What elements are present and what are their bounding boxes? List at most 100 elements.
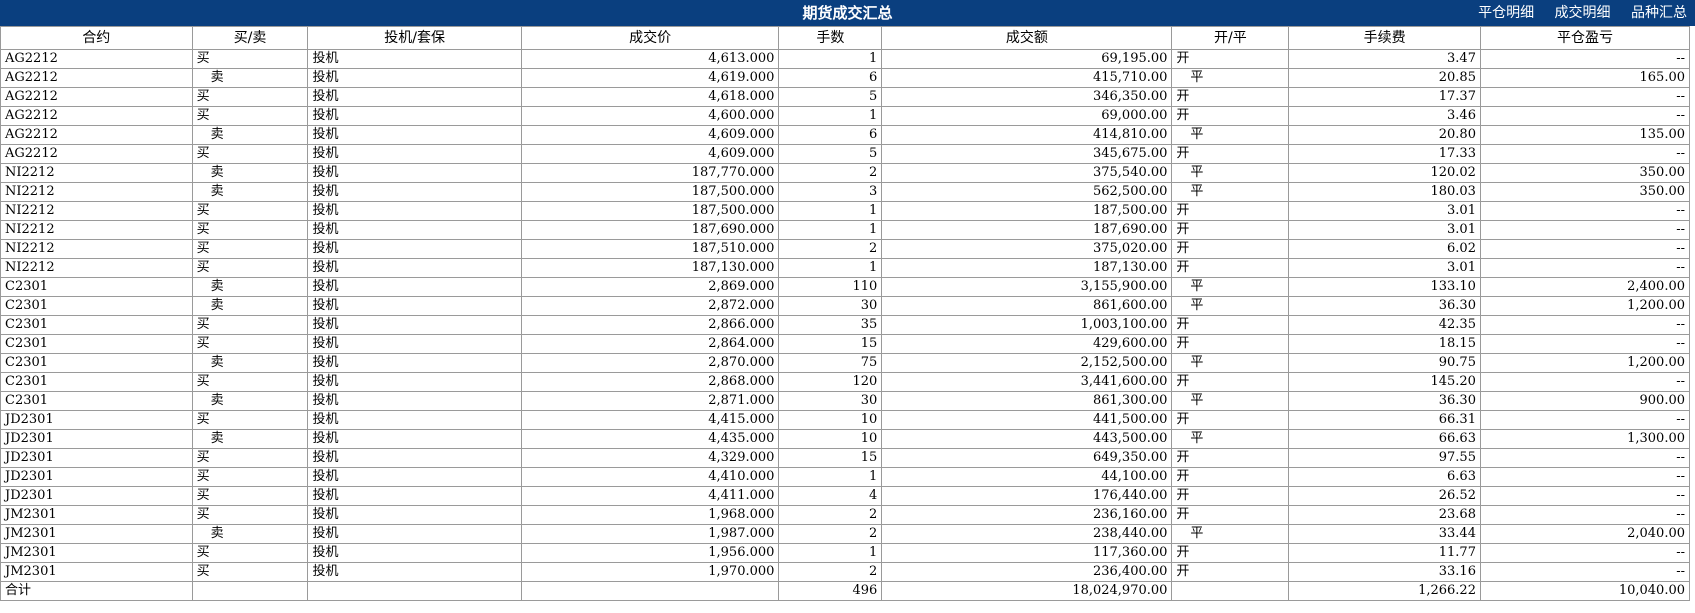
lots-cell: 15 <box>778 448 883 468</box>
open-close-cell: 平 <box>1171 125 1290 145</box>
open-close-cell: 平 <box>1171 391 1290 411</box>
table-row[interactable]: C2301 卖投机 2,872.000 30 861,600.00 平 36.30 1,200… <box>0 296 1691 316</box>
close-pnl-cell: -- <box>1479 372 1691 392</box>
table-row[interactable]: C2301 买投机 2,868.000 120 3,441,600.00 开 145.20-… <box>0 372 1691 392</box>
table-row[interactable]: NI2212 买投机 187,690.000 1 187,690.00 开 3.01 -- <box>0 220 1691 240</box>
amount-cell: 414,810.00 <box>881 125 1173 145</box>
table-row[interactable]: AG2212 买投机 4,600.000 1 69,000.00 开 3.46 -- <box>0 106 1691 126</box>
open-close-cell: 平 <box>1171 296 1290 316</box>
price-cell: 4,435.000 <box>520 429 780 449</box>
hedge-cell: 投机 <box>307 429 522 449</box>
price-cell: 4,600.000 <box>520 106 780 126</box>
close-pnl-cell: -- <box>1479 87 1691 107</box>
col-header-hedge[interactable]: 投机/套保 <box>307 26 522 50</box>
col-header-price[interactable]: 成交价 <box>520 26 780 50</box>
table-row[interactable]: NI2212 卖投机 187,500.000 3 562,500.00 平 180.03 35… <box>0 182 1691 202</box>
hedge-cell: 投机 <box>307 258 522 278</box>
contract-cell: C2301 <box>0 391 193 411</box>
table-row[interactable]: C2301 买投机 2,864.000 15 429,600.00 开 18.15 -- <box>0 334 1691 354</box>
amount-cell: 346,350.00 <box>881 87 1173 107</box>
contract-cell: JM2301 <box>0 524 193 544</box>
col-header-lots[interactable]: 手数 <box>778 26 883 50</box>
price-cell: 4,415.000 <box>520 410 780 430</box>
close-pnl-cell: 1,200.00 <box>1479 296 1691 316</box>
table-row[interactable]: AG2212 买投机 4,613.000 1 69,195.00 开 3.47 -- <box>0 49 1691 69</box>
open-close-cell: 开 <box>1171 505 1290 525</box>
price-cell: 187,500.000 <box>520 201 780 221</box>
table-row[interactable]: JD2301 卖投机 4,435.000 10 443,500.00 平 66.63 1,30… <box>0 429 1691 449</box>
contract-cell: C2301 <box>0 353 193 373</box>
price-cell: 4,618.000 <box>520 87 780 107</box>
close-pnl-cell: -- <box>1479 410 1691 430</box>
amount-cell: 861,300.00 <box>881 391 1173 411</box>
lots-cell: 1 <box>778 467 883 487</box>
fee-cell: 66.63 <box>1288 429 1481 449</box>
col-header-fee[interactable]: 手续费 <box>1288 26 1481 50</box>
trade-detail-link[interactable]: 成交明细 <box>1554 5 1611 21</box>
lots-cell: 1 <box>778 220 883 240</box>
totals-label: 合计 <box>0 581 193 601</box>
open-close-cell: 开 <box>1171 315 1290 335</box>
table-body: AG2212 买投机 4,613.000 1 69,195.00 开 3.47 -- AG221… <box>0 49 1691 582</box>
amount-cell: 69,000.00 <box>881 106 1173 126</box>
table-row[interactable]: JD2301 买投机 4,410.000 1 44,100.00 开 6.63 -- <box>0 467 1691 487</box>
lots-cell: 6 <box>778 125 883 145</box>
hedge-cell: 投机 <box>307 543 522 563</box>
contract-cell: NI2212 <box>0 258 193 278</box>
totals-empty-cell <box>1171 581 1290 601</box>
table-row[interactable]: AG2212 买投机 4,609.000 5 345,675.00 开 17.33 -- <box>0 144 1691 164</box>
table-row[interactable]: AG2212 卖投机 4,609.000 6 414,810.00 平 20.80 135.0… <box>0 125 1691 145</box>
table-row[interactable]: JD2301 买投机 4,329.000 15 649,350.00 开 97.55 -- <box>0 448 1691 468</box>
side-cell: 卖 <box>191 524 309 544</box>
col-header-close-pnl[interactable]: 平仓盈亏 <box>1479 26 1691 50</box>
table-row[interactable]: C2301 买投机 2,866.000 35 1,003,100.00 开 42.35 -- <box>0 315 1691 335</box>
price-cell: 187,690.000 <box>520 220 780 240</box>
open-close-cell: 平 <box>1171 524 1290 544</box>
table-row[interactable]: NI2212 卖投机 187,770.000 2 375,540.00 平 120.02 35… <box>0 163 1691 183</box>
table-row[interactable]: AG2212 买投机 4,618.000 5 346,350.00 开 17.37 -- <box>0 87 1691 107</box>
col-header-amount[interactable]: 成交额 <box>881 26 1173 50</box>
table-row[interactable]: NI2212 买投机 187,500.000 1 187,500.00 开 3.01 -- <box>0 201 1691 221</box>
close-pnl-cell: -- <box>1479 239 1691 259</box>
lots-cell: 2 <box>778 562 883 582</box>
table-row[interactable]: JM2301 买投机 1,968.000 2 236,160.00 开 23.68 -- <box>0 505 1691 525</box>
table-row[interactable]: JD2301 买投机 4,411.000 4 176,440.00 开 26.52 -- <box>0 486 1691 506</box>
table-row[interactable]: NI2212 买投机 187,130.000 1 187,130.00 开 3.01 -- <box>0 258 1691 278</box>
close-pnl-cell: 2,040.00 <box>1479 524 1691 544</box>
table-row[interactable]: JM2301 买投机 1,970.000 2 236,400.00 开 33.16 -- <box>0 562 1691 582</box>
side-cell: 卖 <box>191 182 309 202</box>
lots-cell: 5 <box>778 144 883 164</box>
hedge-cell: 投机 <box>307 505 522 525</box>
amount-cell: 187,500.00 <box>881 201 1173 221</box>
close-detail-link[interactable]: 平仓明细 <box>1478 5 1535 21</box>
table-row[interactable]: JD2301 买投机 4,415.000 10 441,500.00 开 66.31 -- <box>0 410 1691 430</box>
open-close-cell: 开 <box>1171 87 1290 107</box>
product-summary-link[interactable]: 品种汇总 <box>1631 5 1687 21</box>
open-close-cell: 平 <box>1171 429 1290 449</box>
contract-cell: AG2212 <box>0 87 193 107</box>
close-pnl-cell: -- <box>1479 467 1691 487</box>
fee-cell: 20.80 <box>1288 125 1481 145</box>
price-cell: 4,613.000 <box>520 49 780 69</box>
close-pnl-cell: -- <box>1479 315 1691 335</box>
totals-empty-cell <box>520 581 780 601</box>
table-row[interactable]: NI2212 买投机 187,510.000 2 375,020.00 开 6.02 -- <box>0 239 1691 259</box>
fee-cell: 3.01 <box>1288 201 1481 221</box>
price-cell: 4,609.000 <box>520 125 780 145</box>
table-row[interactable]: C2301 卖投机 2,869.000 110 3,155,900.00 平 133.10 2… <box>0 277 1691 297</box>
price-cell: 1,956.000 <box>520 543 780 563</box>
contract-cell: AG2212 <box>0 125 193 145</box>
table-row[interactable]: AG2212 卖投机 4,619.000 6 415,710.00 平 20.85 165.0… <box>0 68 1691 88</box>
open-close-cell: 平 <box>1171 68 1290 88</box>
lots-cell: 120 <box>778 372 883 392</box>
side-cell: 买 <box>191 467 309 487</box>
table-row[interactable]: C2301 卖投机 2,871.000 30 861,300.00 平 36.30 900.0… <box>0 391 1691 411</box>
table-row[interactable]: JM2301 卖投机 1,987.000 2 238,440.00 平 33.44 2,040… <box>0 524 1691 544</box>
hedge-cell: 投机 <box>307 87 522 107</box>
table-row[interactable]: C2301 卖投机 2,870.000 75 2,152,500.00 平 90.75 1,2… <box>0 353 1691 373</box>
hedge-cell: 投机 <box>307 220 522 240</box>
col-header-contract[interactable]: 合约 <box>0 26 193 50</box>
col-header-open-close[interactable]: 开/平 <box>1171 26 1290 50</box>
col-header-side[interactable]: 买/卖 <box>191 26 309 50</box>
table-row[interactable]: JM2301 买投机 1,956.000 1 117,360.00 开 11.77 -- <box>0 543 1691 563</box>
